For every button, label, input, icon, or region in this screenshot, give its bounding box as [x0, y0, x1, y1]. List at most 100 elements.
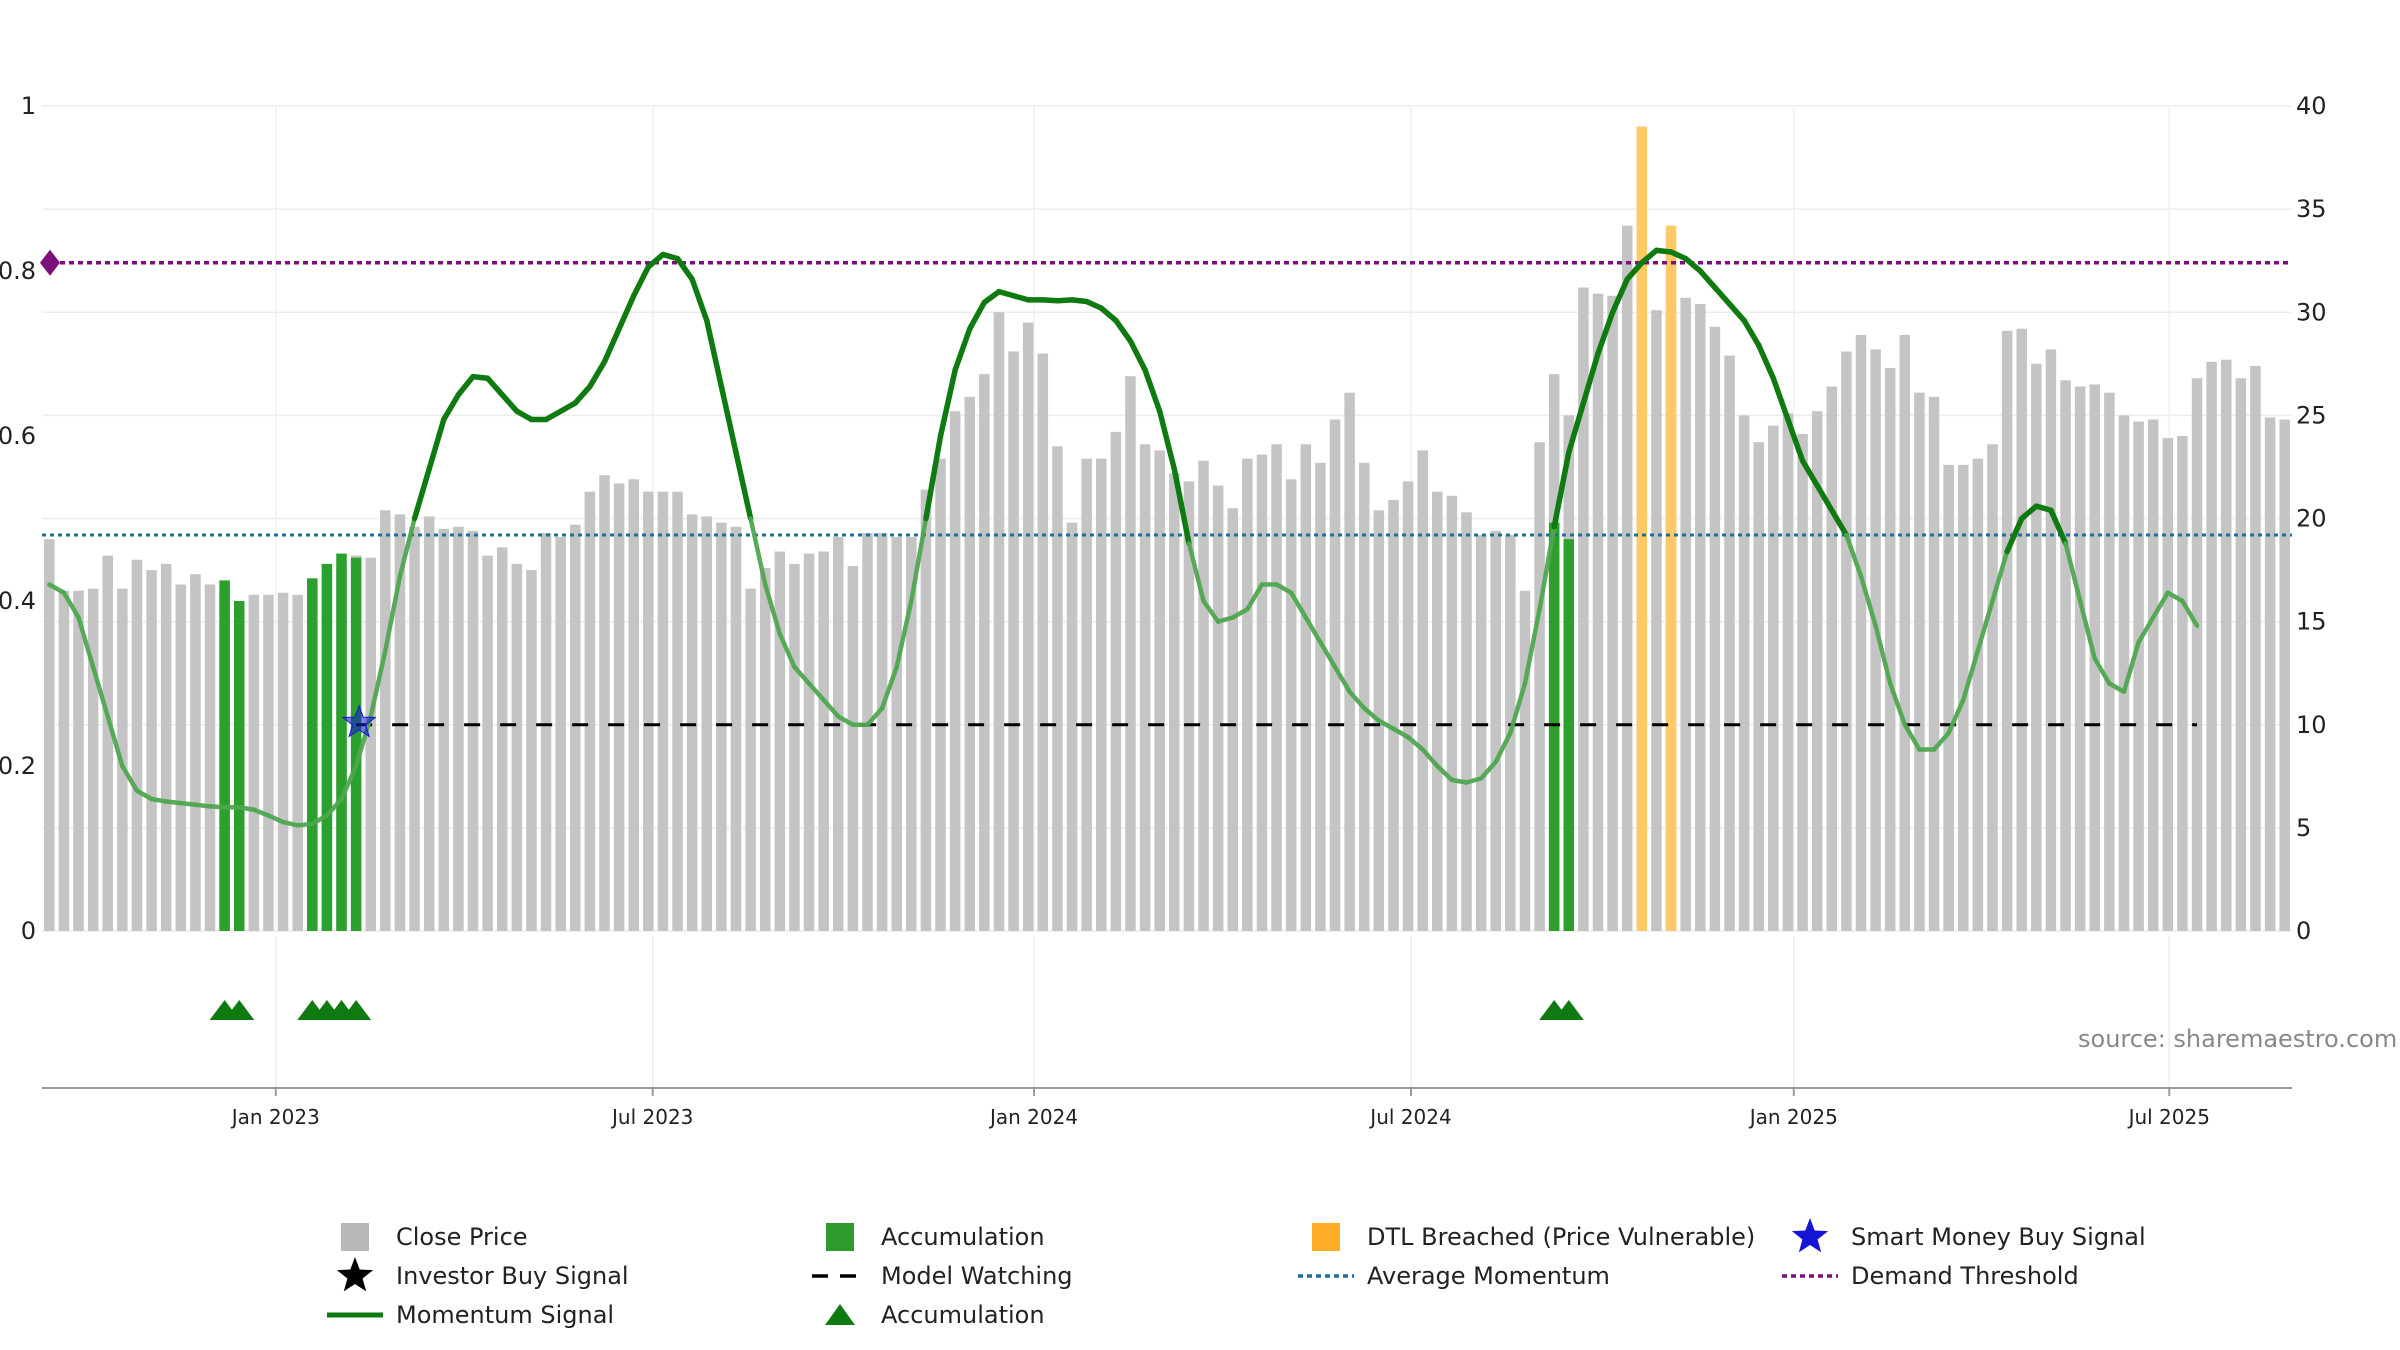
momentum-signal-segment [1814, 482, 1835, 513]
momentum-signal-segment [792, 664, 812, 686]
legend-label: Average Momentum [1367, 1262, 1610, 1290]
accumulation-triangle-marker [1553, 1000, 1584, 1020]
close-price-bar [1242, 458, 1253, 931]
momentum-signal-segment [1975, 598, 1995, 653]
x-axis-tick-label: Jan 2024 [988, 1105, 1078, 1129]
right-axis-tick-label: 40 [2296, 92, 2327, 120]
momentum-signal-segment [1288, 590, 1309, 620]
close-price-bar [935, 458, 946, 931]
close-price-bar [979, 374, 990, 931]
close-price-bar [774, 551, 786, 931]
close-price-bar [204, 584, 216, 931]
close-price-bar [2177, 436, 2188, 931]
right-axis-tick-label: 30 [2296, 298, 2327, 326]
momentum-signal-segment [236, 805, 257, 812]
momentum-signal-segment [61, 590, 81, 620]
legend-label: Smart Money Buy Signal [1851, 1223, 2146, 1251]
right-axis-tick-label: 10 [2296, 711, 2327, 739]
accumulation-bar [336, 553, 347, 931]
momentum-signal-segment [1215, 615, 1235, 624]
momentum-signal-segment [1245, 582, 1265, 612]
close-price-bar [2250, 365, 2261, 931]
momentum-signal-segment [1420, 747, 1440, 769]
momentum-signal-segment [1435, 763, 1455, 783]
accumulation-bar [1563, 539, 1575, 931]
close-price-bar [1490, 530, 1501, 931]
momentum-signal-segment [1682, 255, 1704, 274]
close-price-bar [964, 396, 976, 931]
close-price-bar [2001, 330, 2013, 931]
momentum-signal-segment [762, 582, 783, 637]
close-price-bar [1358, 462, 1370, 931]
close-price-bar [1738, 415, 1750, 931]
momentum-signal-segment [1171, 466, 1192, 546]
momentum-signal-segment [310, 813, 330, 826]
close-price-bar [1811, 411, 1823, 931]
right-axis-tick-label: 5 [2296, 814, 2311, 842]
momentum-signal-segment [266, 813, 286, 825]
momentum-signal-segment [748, 516, 768, 587]
close-price-bar [2162, 438, 2174, 931]
momentum-signal-segment [120, 763, 140, 793]
momentum-signal-segment [484, 375, 505, 398]
momentum-signal-segment [2180, 598, 2200, 628]
momentum-signal-segment [952, 326, 973, 373]
close-price-bar [1884, 367, 1896, 931]
smart-money-buy-star [341, 704, 377, 738]
right-axis-tick-label: 15 [2296, 608, 2327, 636]
momentum-signal-segment [1156, 408, 1178, 472]
close-price-bar [1826, 386, 1838, 931]
momentum-signal-segment [879, 664, 899, 711]
momentum-signal-segment [1551, 449, 1572, 530]
momentum-signal-segment [90, 664, 110, 719]
demand-threshold-marker [40, 249, 60, 276]
momentum-signal-segment [324, 796, 344, 818]
accumulation-bar [350, 557, 362, 931]
close-price-bar [1972, 458, 1984, 931]
close-price-bar [1607, 295, 1618, 931]
legend-label: DTL Breached (Price Vulnerable) [1367, 1223, 1755, 1251]
momentum-signal-segment [1741, 317, 1762, 348]
close-price-bar [1446, 495, 1458, 931]
momentum-signal-segment [1946, 697, 1966, 736]
momentum-signal-segment [1376, 718, 1396, 732]
close-price-bar [1578, 287, 1589, 931]
close-price-bar [1110, 431, 1122, 931]
momentum-signal-segment [411, 466, 432, 522]
close-price-bar [87, 588, 99, 931]
close-price-bar [1256, 454, 1268, 931]
close-price-bar [2235, 378, 2247, 931]
close-price-bar [1022, 322, 1034, 931]
close-price-bar [1095, 458, 1107, 931]
momentum-signal-segment [689, 276, 710, 324]
momentum-signal-segment [601, 326, 622, 365]
close-price-bar [716, 522, 727, 931]
momentum-signal-segment [353, 714, 373, 769]
momentum-signal-segment [1405, 734, 1425, 752]
close-price-bar [2016, 328, 2027, 931]
close-price-bar [1695, 304, 1706, 931]
momentum-signal-segment [1844, 532, 1864, 579]
close-price-bar [745, 588, 756, 931]
close-price-bar [891, 537, 902, 931]
close-price-bar [803, 553, 815, 931]
momentum-signal-segment [251, 807, 271, 818]
accumulation-bar [307, 578, 318, 931]
momentum-signal-segment [178, 800, 198, 808]
momentum-signal-segment [1522, 607, 1542, 686]
momentum-signal-segment [1303, 615, 1323, 645]
close-price-bar [438, 528, 450, 931]
momentum-signal-segment [1361, 706, 1382, 723]
momentum-signal-segment [1098, 305, 1119, 324]
momentum-signal-segment [981, 288, 1002, 306]
accumulation-bar [233, 601, 245, 931]
x-axis-tick-label: Jul 2023 [610, 1105, 693, 1129]
momentum-signal-segment [2092, 656, 2112, 686]
close-price-bar [365, 557, 376, 931]
close-price-bar [2133, 421, 2144, 931]
accumulation-bars [219, 522, 1575, 931]
close-price-bar [2279, 419, 2290, 931]
reference-lines [40, 249, 2292, 727]
close-price-bar [540, 532, 552, 931]
momentum-signal-segment [149, 796, 169, 804]
